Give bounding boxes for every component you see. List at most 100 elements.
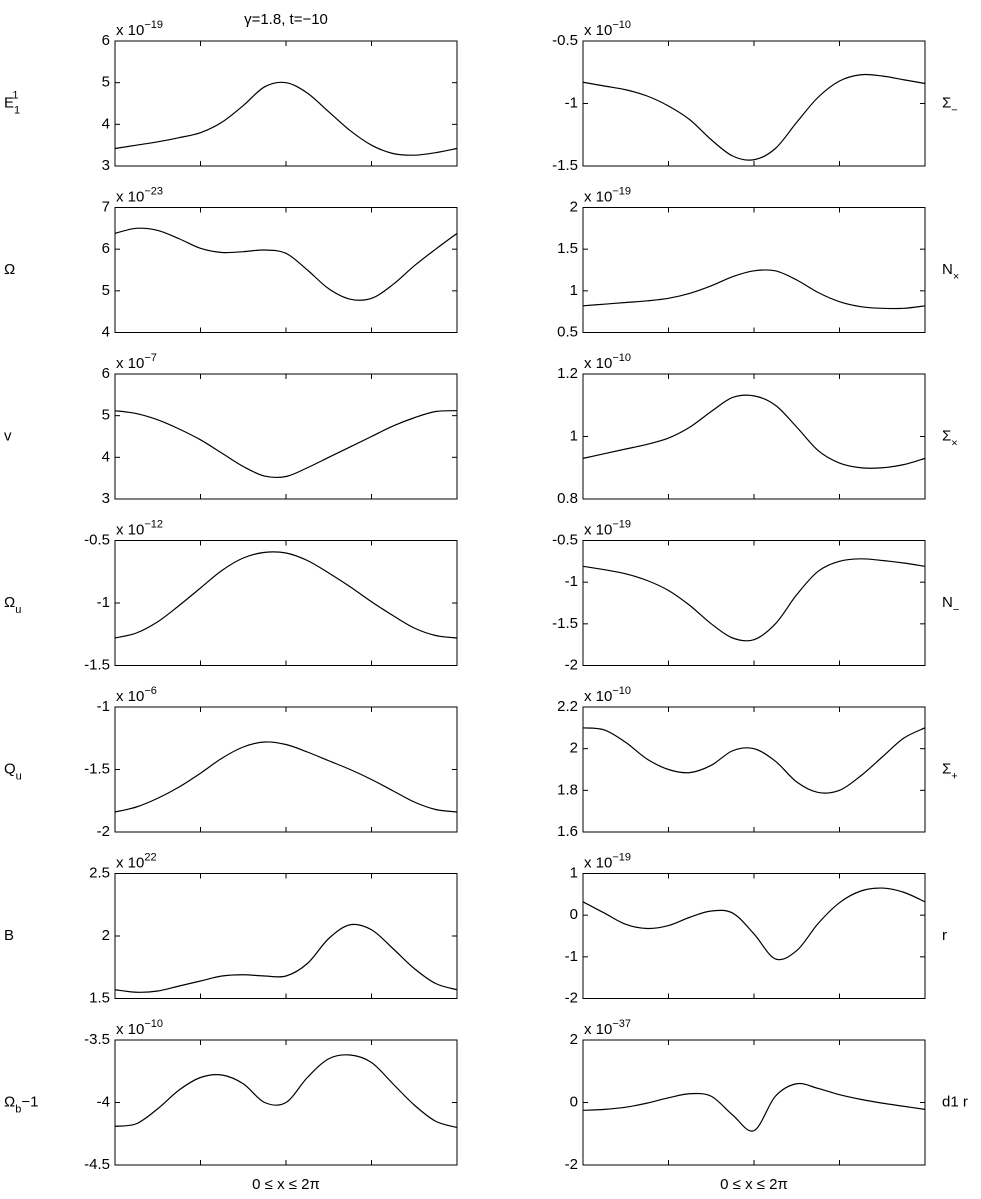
y-tick-label: -2 — [97, 823, 110, 840]
exponent-power: −19 — [612, 518, 631, 530]
y-label-sub: 1 — [14, 104, 20, 116]
y-tick-label: 0 — [570, 906, 578, 923]
y-label-sub: b — [15, 1103, 21, 1115]
axis-exponent: x 10−6 — [116, 685, 157, 705]
y-label-main: v — [4, 427, 12, 444]
y-tick-label: 2.5 — [89, 864, 110, 881]
axes-frame — [582, 373, 926, 500]
y-label-main: Ω — [4, 594, 15, 611]
y-label-sup: 1 — [12, 89, 18, 101]
axis-exponent: x 10−10 — [116, 1018, 163, 1038]
y-tick-label: 7 — [102, 198, 110, 215]
y-label: Ω — [4, 261, 15, 278]
y-tick-label: -1.5 — [552, 615, 578, 632]
y-tick-label: 6 — [102, 32, 110, 49]
y-label-main: Q — [4, 760, 16, 777]
y-tick-label: 0 — [570, 1093, 578, 1110]
y-label: Σ− — [942, 94, 958, 116]
y-tick-label: 5 — [102, 282, 110, 299]
y-label-sub: − — [953, 604, 959, 616]
y-tick-label: 1 — [570, 864, 578, 881]
y-tick-label: 0.8 — [557, 490, 578, 507]
y-tick-label: -4 — [97, 1093, 110, 1110]
data-line — [114, 923, 458, 993]
y-label-sub: × — [951, 437, 957, 449]
y-tick-label: 2 — [570, 1031, 578, 1048]
y-tick-label: 1.6 — [557, 823, 578, 840]
y-label: v — [4, 427, 12, 444]
data-line — [582, 269, 926, 310]
data-line — [582, 73, 926, 161]
axes-frame — [582, 873, 926, 999]
y-label: Ωb−1 — [4, 1093, 38, 1115]
exponent-power: −10 — [612, 352, 631, 364]
y-tick-label: -0.5 — [84, 531, 110, 548]
axis-exponent: x 10−12 — [116, 518, 163, 538]
axis-exponent: x 10−37 — [584, 1018, 631, 1038]
y-label-sub: × — [953, 271, 959, 283]
data-line — [582, 558, 926, 642]
y-tick-label: -1.5 — [552, 157, 578, 174]
axes-frame — [114, 40, 458, 167]
data-line — [114, 551, 458, 639]
exponent-base: x 10 — [584, 22, 612, 39]
y-label: d1 r — [942, 1093, 968, 1110]
exponent-base: x 10 — [116, 854, 144, 871]
y-label: Ωu — [4, 594, 21, 616]
data-line — [114, 410, 458, 479]
y-tick-label: 2 — [102, 927, 110, 944]
y-tick-label: 1.8 — [557, 781, 578, 798]
axis-exponent: x 10−19 — [584, 518, 631, 538]
y-label: Σ+ — [942, 760, 958, 782]
y-label-main: r — [942, 927, 947, 944]
exponent-base: x 10 — [584, 688, 612, 705]
exponent-base: x 10 — [584, 854, 612, 871]
axes-frame — [114, 373, 458, 500]
axis-exponent: x 10−10 — [584, 685, 631, 705]
exponent-power: −19 — [612, 185, 631, 197]
y-tick-label: -1.5 — [84, 760, 110, 777]
y-tick-label: -1.5 — [84, 656, 110, 673]
axes-frame — [114, 207, 458, 333]
y-label-main: d1 r — [942, 1093, 968, 1110]
y-tick-label: -2 — [565, 656, 578, 673]
y-tick-label: 2 — [570, 740, 578, 757]
y-label-main: Σ — [942, 760, 951, 777]
axis-exponent: x 10−19 — [584, 851, 631, 871]
y-tick-label: 1.5 — [557, 240, 578, 257]
y-label-main: E — [4, 94, 14, 111]
y-label-main: Σ — [942, 427, 951, 444]
data-line — [582, 727, 926, 794]
data-line — [582, 394, 926, 469]
y-label-sub: − — [951, 104, 957, 116]
y-tick-label: -1 — [565, 948, 578, 965]
exponent-power: −37 — [612, 1018, 631, 1030]
y-tick-label: 0.5 — [557, 323, 578, 340]
exponent-base: x 10 — [584, 521, 612, 538]
axis-exponent: x 1022 — [116, 851, 157, 871]
exponent-base: x 10 — [116, 22, 144, 39]
exponent-base: x 10 — [116, 521, 144, 538]
y-label-main: N — [942, 594, 953, 611]
y-tick-label: -0.5 — [552, 531, 578, 548]
y-label-sub: u — [16, 770, 22, 782]
y-tick-label: 4 — [102, 323, 110, 340]
exponent-base: x 10 — [584, 188, 612, 205]
exponent-power: −7 — [144, 352, 157, 364]
data-line — [582, 1082, 926, 1132]
exponent-power: −12 — [144, 518, 163, 530]
axis-exponent: x 10−23 — [116, 185, 163, 205]
y-tick-label: -4.5 — [84, 1156, 110, 1173]
data-line — [114, 741, 458, 813]
data-line — [114, 227, 458, 301]
exponent-power: −10 — [612, 19, 631, 31]
y-tick-label: -1 — [97, 698, 110, 715]
y-tick-label: 5 — [102, 74, 110, 91]
y-label-main: Ω — [4, 1093, 15, 1110]
y-label-sub: + — [951, 770, 957, 782]
exponent-power: −6 — [144, 685, 157, 697]
y-tick-label: 1 — [570, 282, 578, 299]
exponent-base: x 10 — [116, 355, 144, 372]
y-label-main: Ω — [4, 261, 15, 278]
